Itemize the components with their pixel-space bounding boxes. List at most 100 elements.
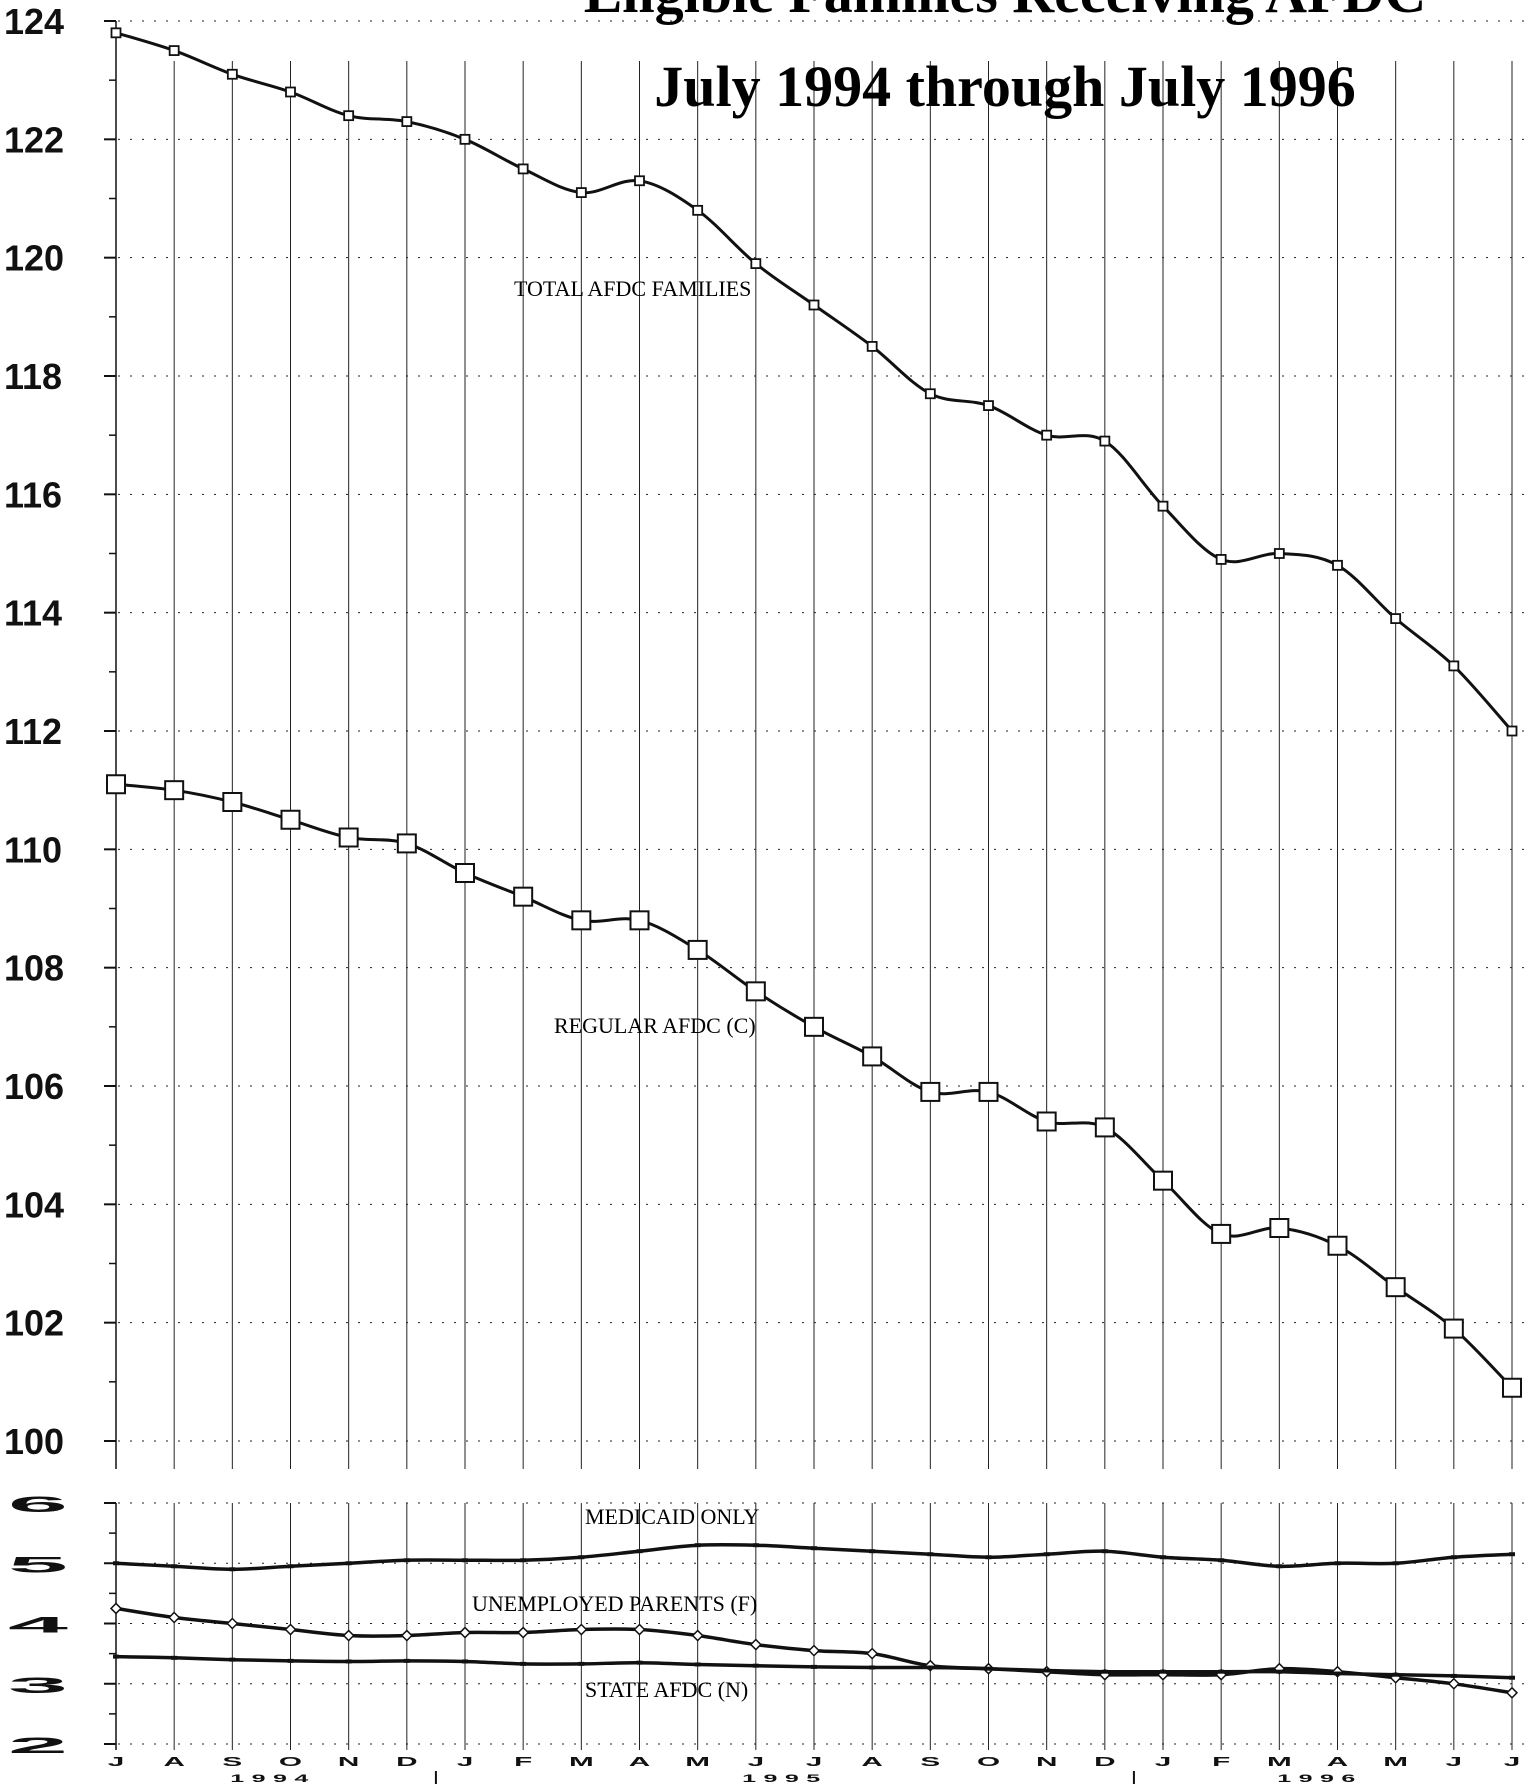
data-point-total-11 [750, 258, 762, 269]
data-point-total-23 [1448, 660, 1460, 672]
data-point-regular-13 [862, 1046, 883, 1067]
data-point-regular-4 [338, 827, 359, 848]
data-point-regular-1 [164, 780, 185, 801]
x-tick-label: F [1212, 1754, 1230, 1769]
data-point-regular-11 [745, 981, 766, 1002]
data-point-regular-3 [280, 809, 301, 830]
data-point-total-19 [1215, 554, 1227, 565]
x-tick-label: M [569, 1754, 594, 1769]
y-tick-label: 118 [4, 356, 62, 397]
y-tick-label: 124 [4, 1, 64, 42]
x-year-label: 1996 [1277, 1773, 1363, 1784]
data-point-unemployed-parents-4 [342, 1629, 355, 1642]
data-point-unemployed-parents-23 [1447, 1677, 1460, 1690]
data-point-total-12 [808, 299, 820, 311]
x-tick-label: O [279, 1754, 302, 1769]
x-tick-label: J [1446, 1754, 1463, 1769]
data-point-regular-17 [1094, 1117, 1115, 1138]
data-point-unemployed-parents-0 [109, 1602, 123, 1615]
series-label-medicaid-only: MEDICAID ONLY [585, 1504, 760, 1529]
data-point-total-4 [343, 110, 355, 122]
y-tick-label: 108 [4, 948, 64, 989]
x-tick-label: A [861, 1754, 882, 1769]
x-tick-label: A [1327, 1754, 1348, 1769]
data-point-unemployed-parents-10 [691, 1629, 704, 1642]
data-point-total-1 [168, 45, 180, 56]
data-point-total-6 [459, 133, 471, 145]
data-point-regular-8 [571, 910, 592, 931]
data-point-total-24 [1506, 725, 1518, 737]
data-point-regular-10 [687, 939, 708, 960]
y-tick-label: 120 [4, 238, 64, 279]
data-point-regular-18 [1153, 1170, 1173, 1191]
x-tick-label: M [685, 1754, 710, 1769]
x-tick-label: J [1504, 1754, 1521, 1769]
data-point-regular-0 [106, 774, 126, 795]
y-tick-label: 122 [4, 119, 64, 160]
x-tick-label: J [806, 1754, 823, 1769]
y-tick-label: 112 [4, 711, 62, 752]
data-point-total-9 [634, 175, 645, 187]
data-point-unemployed-parents-3 [284, 1623, 297, 1636]
data-point-unemployed-parents-6 [458, 1626, 472, 1639]
chart-title-line-1: Eligible Families Receiving AFDC [584, 0, 1427, 25]
lower-y-tick-label: 6 [8, 1492, 68, 1517]
data-point-unemployed-parents-5 [400, 1629, 413, 1642]
data-point-regular-21 [1327, 1235, 1348, 1256]
data-point-total-15 [983, 400, 994, 411]
data-point-regular-12 [804, 1016, 824, 1037]
x-tick-label: M [1383, 1754, 1408, 1769]
data-point-regular-22 [1385, 1277, 1406, 1298]
x-tick-label: A [629, 1754, 650, 1769]
chart-title-line-2: July 1994 through July 1996 [654, 54, 1356, 119]
x-tick-label: A [163, 1754, 184, 1769]
x-year-label: 1995 [742, 1773, 828, 1784]
data-point-total-0 [110, 27, 122, 39]
x-tick-label: J [108, 1754, 125, 1769]
data-point-regular-2 [222, 792, 243, 812]
data-point-regular-15 [978, 1081, 999, 1102]
lower-y-tick-label: 4 [8, 1613, 72, 1638]
data-point-unemployed-parents-8 [575, 1623, 588, 1636]
x-tick-label: N [1036, 1754, 1057, 1769]
data-point-unemployed-parents-11 [749, 1638, 762, 1651]
y-tick-label: 116 [4, 474, 62, 515]
series-label-unemployed-parents: UNEMPLOYED PARENTS (F) [472, 1591, 757, 1616]
data-point-regular-19 [1211, 1223, 1232, 1244]
data-point-regular-16 [1036, 1111, 1057, 1132]
series-label-regular-afdc: REGULAR AFDC (C) [554, 1013, 756, 1038]
upper-y-axis: 100 102 104 106 108 110 112 114 116 118 120 122 124 [4, 1, 117, 1469]
y-tick-label: 100 [4, 1421, 64, 1462]
x-year-label: 1994 [230, 1773, 316, 1784]
data-point-unemployed-parents-2 [226, 1617, 239, 1630]
lower-y-axis: 2 3 4 5 6 [8, 1492, 117, 1758]
data-point-total-18 [1157, 500, 1169, 512]
data-point-regular-7 [513, 886, 534, 907]
data-point-regular-24 [1502, 1377, 1522, 1398]
data-point-total-5 [401, 116, 413, 127]
data-point-unemployed-parents-24 [1505, 1686, 1519, 1699]
x-tick-label: M [1267, 1754, 1292, 1769]
data-point-unemployed-parents-13 [866, 1647, 879, 1660]
data-point-unemployed-parents-12 [807, 1644, 821, 1657]
data-point-total-8 [575, 187, 587, 198]
data-point-total-14 [924, 388, 936, 400]
data-point-total-2 [226, 68, 238, 80]
data-point-total-16 [1041, 429, 1053, 441]
x-tick-label: D [396, 1754, 417, 1769]
data-point-total-3 [285, 86, 296, 98]
y-tick-label: 102 [4, 1303, 64, 1344]
series-label-state-afdc: STATE AFDC (N) [585, 1677, 748, 1702]
lower-y-tick-label: 2 [8, 1733, 68, 1758]
data-point-regular-9 [629, 910, 650, 931]
data-point-total-20 [1273, 548, 1285, 559]
data-point-total-10 [692, 204, 704, 216]
data-point-unemployed-parents-1 [168, 1611, 181, 1624]
lower-y-tick-label: 3 [8, 1673, 68, 1698]
data-point-regular-20 [1269, 1218, 1290, 1238]
x-tick-label: J [457, 1754, 474, 1769]
y-tick-label: 104 [4, 1184, 64, 1225]
data-point-regular-5 [396, 833, 417, 854]
x-tick-label: O [977, 1754, 1000, 1769]
